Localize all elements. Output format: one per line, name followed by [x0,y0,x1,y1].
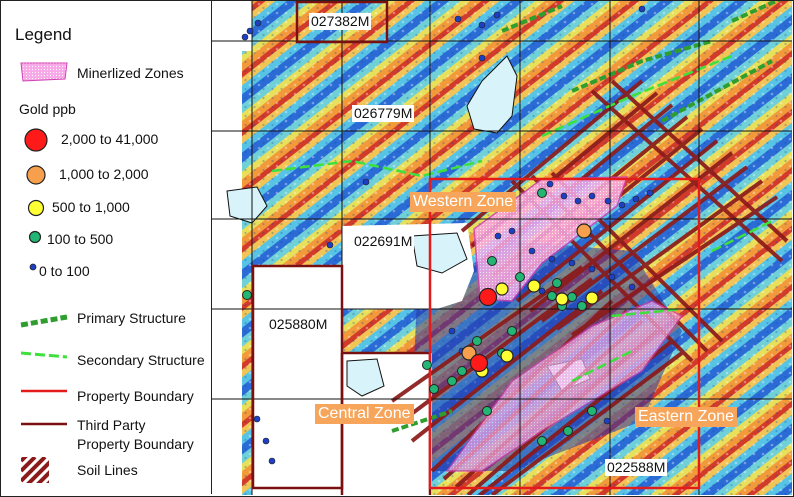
secondary-structure-label: Secondary Structure [77,352,205,368]
gold-lowest-symbol [29,263,37,271]
gold-mid-high-label: 1,000 to 2,000 [59,166,149,182]
map-area: 027382M 026779M 022691M 025880M 022588M … [212,1,792,495]
primary-structure-symbol [20,314,68,328]
claim-label: 022588M [605,459,668,476]
lake [411,232,468,274]
claim-label: 026779M [352,105,415,122]
mineralized-zone-label: Minerlized Zones [77,65,184,81]
third-party-label-line2: Property Boundary [77,436,194,452]
claim-label: 025880M [267,316,330,333]
legend-title: Legend [15,25,72,44]
mineralized-zone-central [445,300,684,472]
gold-high-label: 2,000 to 41,000 [61,131,159,147]
primary-structures [391,1,781,433]
gold-low-symbol [28,230,42,244]
property-boundary-label: Property Boundary [77,388,194,404]
gold-mid-high-symbol [26,165,46,185]
blank-claim-area [252,266,342,495]
claim-label: 022691M [352,233,415,250]
claim-label: 027382M [309,13,372,30]
gold-mid-symbol [27,199,45,217]
secondary-structure-symbol [20,351,68,359]
gold-samples-1000-2000 [461,223,592,361]
lake [346,358,385,397]
primary-structure-label: Primary Structure [77,310,186,326]
gold-mid-label: 500 to 1,000 [52,199,130,215]
western-zone-label: Western Zone [410,192,517,212]
gold-high-symbol [24,128,48,152]
property-boundary-symbol [21,389,67,393]
third-party-boundary-symbol [21,422,67,426]
gold-low-label: 100 to 500 [47,231,114,247]
eastern-zone-label: Eastern Zone [635,407,738,427]
central-zone-label: Central Zone [315,404,414,424]
gold-lowest-label: 0 to 100 [39,263,90,279]
legend-panel: Legend Minerlized Zones Gold ppb 2,000 t… [1,1,212,494]
soil-lines-label: Soil Lines [77,462,138,478]
gold-samples-low [241,5,654,465]
property-boundary [428,177,701,490]
lake [466,55,518,134]
third-party-label-line1: Third Party [77,417,146,433]
third-party-boundary [295,1,389,44]
gold-ppb-title: Gold ppb [19,101,76,117]
gold-samples-high [469,287,498,373]
mineralized-zone-swatch [20,62,68,82]
soil-lines-symbol [21,457,49,483]
